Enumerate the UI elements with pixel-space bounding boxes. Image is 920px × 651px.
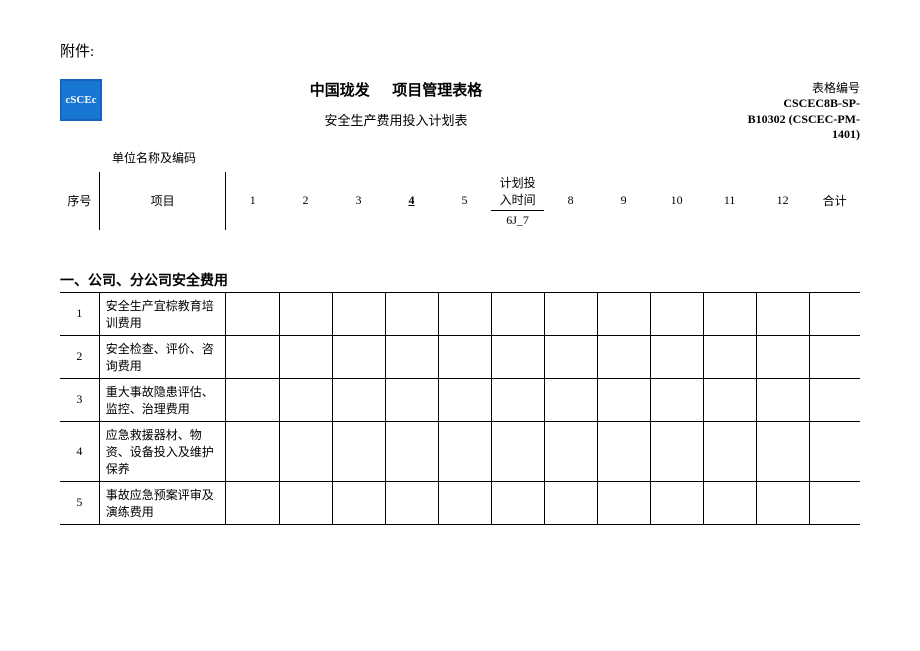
row-seq: 5 bbox=[60, 481, 99, 524]
unit-name-label: 单位名称及编码 bbox=[112, 149, 860, 166]
row-seq: 4 bbox=[60, 421, 99, 481]
form-code-block: 表格编号 CSCEC8B-SP- B10302 (CSCEC-PM- 1401) bbox=[680, 79, 860, 143]
form-code-line2: B10302 (CSCEC-PM- bbox=[680, 112, 860, 128]
table-row: 2 安全检查、评价、咨询费用 bbox=[60, 335, 860, 378]
main-title: 中国珑发 项目管理表格 bbox=[112, 79, 680, 100]
col-m3: 3 bbox=[332, 172, 385, 230]
col-plan-time: 计划投入时间 bbox=[491, 172, 544, 211]
attachment-label: 附件: bbox=[60, 40, 860, 61]
col-m67: 6J_7 bbox=[491, 210, 544, 230]
form-code-line3: 1401) bbox=[680, 127, 860, 143]
form-code-line1: CSCEC8B-SP- bbox=[680, 96, 860, 112]
row-desc: 安全生产宜棕教育培训费用 bbox=[99, 292, 226, 335]
sub-title: 安全生产费用投入计划表 bbox=[112, 110, 680, 129]
section-1-title: 一、公司、分公司安全费用 bbox=[60, 270, 860, 290]
col-m10: 10 bbox=[650, 172, 703, 230]
col-m8: 8 bbox=[544, 172, 597, 230]
row-desc: 应急救援器材、物资、设备投入及维护保养 bbox=[99, 421, 226, 481]
body-table: 1 安全生产宜棕教育培训费用 2 安全检查、评价、咨询费用 3 重大事故隐患评估… bbox=[60, 292, 860, 525]
table-row: 5 事故应急预案评审及演练费用 bbox=[60, 481, 860, 524]
col-m11: 11 bbox=[703, 172, 756, 230]
row-seq: 3 bbox=[60, 378, 99, 421]
row-seq: 1 bbox=[60, 292, 99, 335]
table-row: 4 应急救援器材、物资、设备投入及维护保养 bbox=[60, 421, 860, 481]
main-title-right: 项目管理表格 bbox=[392, 83, 482, 99]
col-m5: 5 bbox=[438, 172, 491, 230]
header-row: cSCEc 中国珑发 项目管理表格 安全生产费用投入计划表 表格编号 CSCEC… bbox=[60, 79, 860, 143]
col-m4: 4 bbox=[385, 172, 438, 230]
main-title-left: 中国珑发 bbox=[310, 83, 370, 99]
title-block: 中国珑发 项目管理表格 安全生产费用投入计划表 bbox=[112, 79, 680, 135]
col-m2: 2 bbox=[279, 172, 332, 230]
col-m9: 9 bbox=[597, 172, 650, 230]
col-m12: 12 bbox=[756, 172, 809, 230]
table-row: 1 安全生产宜棕教育培训费用 bbox=[60, 292, 860, 335]
col-seq: 序号 bbox=[60, 172, 99, 230]
company-logo: cSCEc bbox=[60, 79, 102, 121]
col-project: 项目 bbox=[99, 172, 226, 230]
column-header-table: 序号 项目 1 2 3 4 5 计划投入时间 8 9 10 11 12 合计 6… bbox=[60, 172, 860, 230]
row-seq: 2 bbox=[60, 335, 99, 378]
row-desc: 重大事故隐患评估、监控、治理费用 bbox=[99, 378, 226, 421]
col-total: 合计 bbox=[809, 172, 860, 230]
row-desc: 事故应急预案评审及演练费用 bbox=[99, 481, 226, 524]
table-row: 3 重大事故隐患评估、监控、治理费用 bbox=[60, 378, 860, 421]
col-m1: 1 bbox=[226, 172, 279, 230]
row-desc: 安全检查、评价、咨询费用 bbox=[99, 335, 226, 378]
form-code-label: 表格编号 bbox=[680, 79, 860, 96]
